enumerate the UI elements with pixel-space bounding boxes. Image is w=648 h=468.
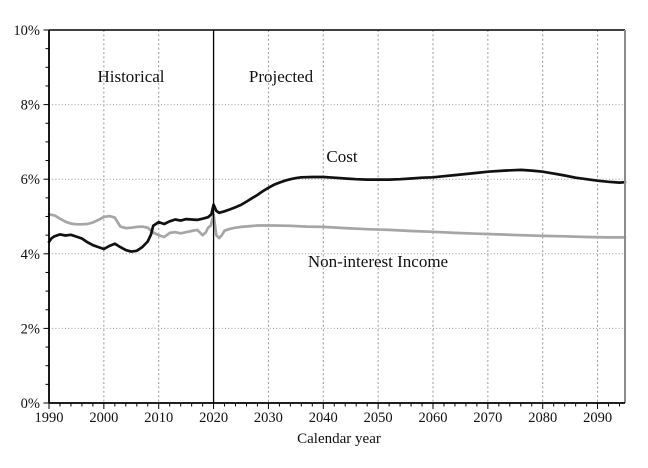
y-tick-label: 8% <box>21 98 40 114</box>
projected-zone-label: Projected <box>248 67 314 86</box>
x-tick-label: 2080 <box>528 410 557 426</box>
y-tick-label: 10% <box>13 23 40 39</box>
series-line-cost <box>47 168 627 253</box>
x-tick-label: 2010 <box>144 410 173 426</box>
x-tick-label: 2030 <box>254 410 283 426</box>
non-interest-income-series-label: Non-interest Income <box>307 252 449 271</box>
x-tick-label: 2070 <box>473 410 502 426</box>
series-line-non-interest-income <box>47 212 627 240</box>
x-tick-label: 2040 <box>309 410 338 426</box>
y-tick-label: 2% <box>21 321 40 337</box>
y-tick-label: 6% <box>21 172 40 188</box>
x-axis-title: Calendar year <box>297 431 381 447</box>
x-tick-label: 1990 <box>35 410 64 426</box>
x-tick-label: 2000 <box>89 410 118 426</box>
x-tick-label: 2050 <box>364 410 393 426</box>
x-tick-label: 2020 <box>199 410 228 426</box>
x-tick-label: 2090 <box>583 410 612 426</box>
y-tick-label: 4% <box>21 247 40 263</box>
cost-series-label: Cost <box>326 147 358 166</box>
historical-zone-label: Historical <box>97 67 165 86</box>
y-tick-label: 0% <box>21 396 40 412</box>
x-tick-label: 2060 <box>419 410 448 426</box>
